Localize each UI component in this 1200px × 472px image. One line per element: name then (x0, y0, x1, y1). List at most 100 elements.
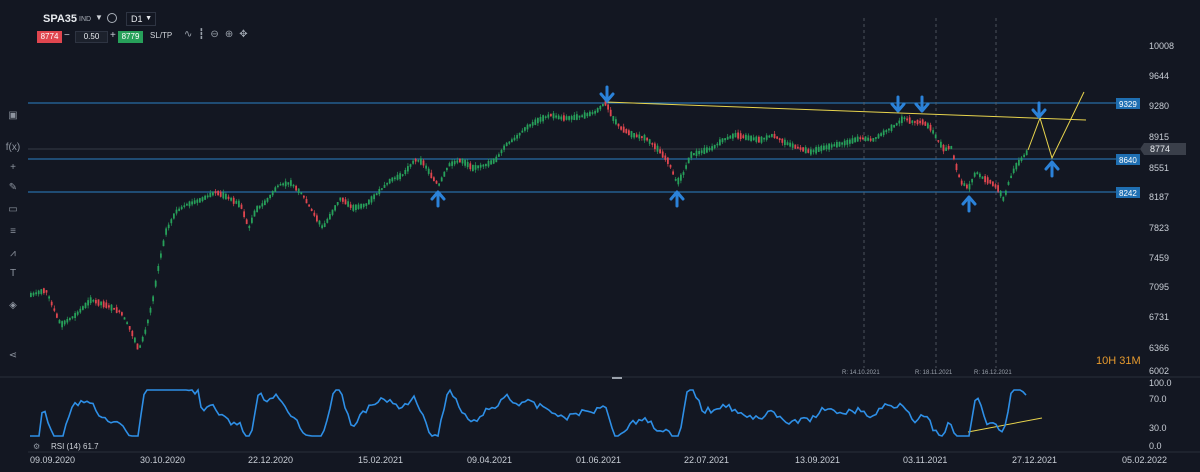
candle (513, 137, 516, 141)
candle (958, 174, 960, 178)
candle (95, 299, 97, 304)
candle (485, 163, 487, 167)
candle (196, 199, 199, 203)
candle (357, 204, 360, 209)
candle (53, 308, 56, 311)
pencil-icon[interactable]: ✎ (8, 182, 18, 193)
candle (84, 302, 87, 309)
pattern-icon[interactable]: ⩘ (10, 248, 16, 259)
candle (547, 114, 550, 118)
price-tick: 8551 (1149, 163, 1169, 173)
sell-button[interactable]: 8774 (37, 31, 62, 43)
candle (334, 205, 336, 211)
lot-size-input[interactable]: 0.50 (75, 31, 108, 43)
candle (308, 204, 310, 207)
candle (568, 116, 570, 120)
layers-icon[interactable]: ◈ (9, 300, 17, 311)
clock-icon[interactable] (107, 13, 117, 23)
fib-icon[interactable]: ≡ (10, 226, 16, 237)
candle (378, 188, 381, 195)
candle (791, 143, 794, 148)
candle (92, 299, 95, 302)
candle (664, 155, 667, 160)
candle (50, 301, 53, 306)
candle (726, 136, 729, 140)
candle (258, 205, 261, 209)
level-label-8640[interactable]: 8640 (1116, 154, 1140, 165)
candle (963, 183, 966, 186)
crosshair-icon[interactable]: ✥ (239, 29, 254, 40)
date-tick: 03.11.2021 (903, 455, 947, 465)
candle (794, 144, 797, 149)
candle (396, 174, 399, 180)
candle (560, 116, 563, 120)
arrow-down-icon (890, 95, 906, 113)
candle (349, 204, 352, 208)
candle (581, 115, 583, 117)
candles-icon[interactable]: ┇ (198, 29, 211, 40)
candle (628, 130, 630, 136)
plus-icon[interactable]: + (10, 162, 16, 173)
candle (131, 330, 134, 337)
chevron-down-icon[interactable]: ▼ (95, 13, 103, 22)
price-tick: 7459 (1149, 253, 1169, 263)
candle (305, 199, 308, 204)
candle (960, 180, 963, 185)
candle (682, 172, 685, 175)
candle (440, 177, 443, 182)
candle (147, 319, 149, 324)
candle (659, 149, 661, 154)
candle (615, 119, 617, 125)
lot-increase-button[interactable]: + (110, 30, 116, 41)
panel-icon[interactable]: ▣ (8, 110, 18, 121)
candle (492, 158, 495, 164)
candle (833, 144, 836, 147)
text-icon[interactable]: T (9, 268, 17, 279)
svg-text:8640: 8640 (1119, 156, 1137, 165)
zoom-in-icon[interactable]: ⊕ (224, 29, 240, 40)
timeframe-select[interactable]: D1 ▼ (126, 12, 156, 26)
candle (758, 136, 760, 143)
level-label-9329[interactable]: 9329 (1116, 98, 1140, 109)
candle (479, 164, 482, 168)
candle (300, 192, 303, 195)
rsi-tick: 70.0 (1149, 394, 1167, 404)
buy-button[interactable]: 8779 (118, 31, 143, 43)
fx-icon[interactable]: f(x) (5, 142, 21, 153)
symbol-name[interactable]: SPA35 (43, 13, 78, 25)
candle (193, 200, 196, 204)
candle (984, 176, 986, 183)
candle (542, 115, 544, 122)
candle (851, 138, 854, 144)
candle (386, 182, 388, 185)
candle (407, 166, 409, 172)
arrow-head (1031, 108, 1047, 119)
lot-decrease-button[interactable]: − (64, 30, 70, 41)
candle (204, 195, 206, 200)
candle (422, 160, 425, 166)
candle (466, 161, 469, 168)
candle (141, 336, 144, 342)
candle (243, 211, 245, 218)
share-icon[interactable]: ⋖ (8, 350, 18, 361)
candle (401, 174, 404, 176)
candle (602, 103, 604, 107)
price-tick: 6731 (1149, 312, 1169, 322)
candle (531, 122, 534, 126)
sltp-button[interactable]: SL/TP (150, 31, 173, 40)
rectangle-icon[interactable]: ▭ (8, 204, 18, 215)
candle (230, 197, 232, 201)
candle (552, 113, 555, 119)
candle (591, 112, 594, 114)
candle (648, 139, 651, 144)
candle (724, 138, 726, 141)
date-axis: 09.09.2020 30.10.2020 22.12.2020 15.02.2… (30, 455, 1167, 465)
candle (165, 228, 167, 235)
level-label-8242[interactable]: 8242 (1116, 187, 1140, 198)
zoom-out-icon[interactable]: ⊖ (210, 29, 225, 40)
line-chart-icon[interactable]: ∿ (184, 29, 199, 40)
price-tick: 6002 (1149, 366, 1169, 376)
candle (56, 313, 58, 318)
candle (240, 204, 243, 209)
